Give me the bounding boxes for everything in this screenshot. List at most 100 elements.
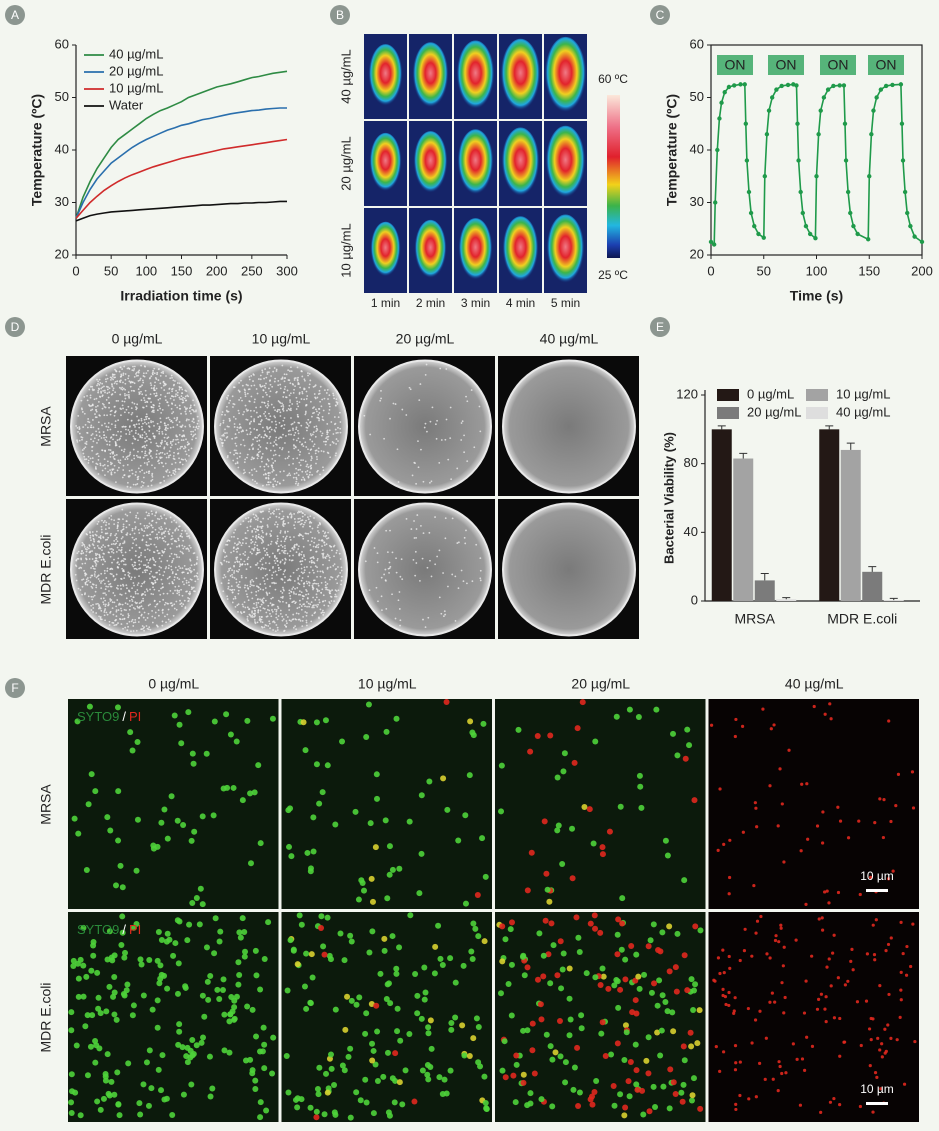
cell xyxy=(599,844,606,851)
colony xyxy=(290,590,292,593)
colony xyxy=(317,393,320,395)
colony xyxy=(297,511,299,514)
colony xyxy=(89,534,92,537)
colony xyxy=(308,386,311,389)
colony xyxy=(324,581,327,584)
colony xyxy=(176,416,179,419)
colony xyxy=(314,452,317,455)
colony xyxy=(239,523,242,526)
cell xyxy=(589,1101,596,1108)
colony xyxy=(223,439,226,442)
colony xyxy=(151,513,154,515)
colony xyxy=(163,550,166,553)
colony xyxy=(171,440,174,443)
colony xyxy=(113,540,116,542)
colony xyxy=(295,426,298,429)
colony xyxy=(166,441,168,444)
colony xyxy=(282,470,285,473)
colonies xyxy=(219,508,343,633)
colony xyxy=(244,551,247,553)
colony xyxy=(325,392,328,394)
colony xyxy=(159,407,162,410)
colony xyxy=(128,380,131,383)
colony xyxy=(237,586,240,589)
colony xyxy=(306,566,308,568)
colony xyxy=(195,574,198,577)
colony xyxy=(92,607,95,609)
colony xyxy=(384,568,387,571)
cell xyxy=(836,976,840,980)
cell xyxy=(666,923,673,930)
colony xyxy=(326,566,329,569)
colony xyxy=(90,567,92,569)
colony xyxy=(261,566,263,569)
colony xyxy=(251,443,254,446)
point xyxy=(874,95,879,100)
cell xyxy=(657,1052,664,1059)
colony xyxy=(338,411,341,414)
colony xyxy=(336,582,339,585)
colony xyxy=(158,614,160,617)
cell xyxy=(328,1065,335,1072)
colony xyxy=(282,573,285,576)
colony xyxy=(121,426,124,428)
colony xyxy=(144,389,147,392)
colony xyxy=(277,400,280,402)
colony xyxy=(369,433,372,436)
colony xyxy=(389,529,391,532)
colony xyxy=(154,528,157,531)
colony xyxy=(320,591,322,594)
colony xyxy=(99,617,102,619)
cell xyxy=(886,1023,890,1027)
colony xyxy=(171,561,173,564)
colony xyxy=(131,529,134,532)
colony xyxy=(302,545,305,548)
colony xyxy=(257,598,259,600)
colony xyxy=(337,440,339,442)
cell xyxy=(387,1000,394,1007)
colony xyxy=(121,618,124,621)
colony xyxy=(275,508,278,511)
colony xyxy=(111,375,114,378)
colony xyxy=(236,547,239,550)
colony xyxy=(138,559,140,562)
cells xyxy=(285,699,489,907)
colony xyxy=(141,393,144,396)
colony xyxy=(272,370,275,373)
cell xyxy=(341,1067,348,1074)
colony xyxy=(263,384,266,387)
colony xyxy=(115,573,118,576)
cell xyxy=(462,900,469,907)
cell xyxy=(782,1011,786,1015)
cell xyxy=(755,919,760,923)
cell xyxy=(692,923,699,930)
cell xyxy=(688,1097,695,1104)
colony xyxy=(176,406,179,409)
colony xyxy=(174,539,176,542)
cell xyxy=(164,835,171,842)
colony xyxy=(110,532,112,535)
colony xyxy=(271,385,274,388)
cell xyxy=(800,782,804,786)
colony xyxy=(314,537,316,540)
colony xyxy=(311,415,313,418)
colony xyxy=(132,435,135,438)
colony xyxy=(233,449,236,452)
cell xyxy=(846,979,850,983)
colony xyxy=(132,596,135,599)
colony xyxy=(110,471,113,474)
colony xyxy=(125,526,128,529)
colony xyxy=(242,538,245,541)
cell xyxy=(68,1009,75,1016)
heat-spot xyxy=(369,132,402,195)
colony xyxy=(128,393,130,396)
cell xyxy=(287,937,294,944)
colony xyxy=(141,436,144,439)
colony xyxy=(113,382,116,385)
colony xyxy=(250,591,253,594)
colony xyxy=(285,535,288,538)
colony xyxy=(123,608,126,611)
colony xyxy=(193,421,195,424)
colony xyxy=(227,587,230,590)
colony xyxy=(314,598,317,601)
